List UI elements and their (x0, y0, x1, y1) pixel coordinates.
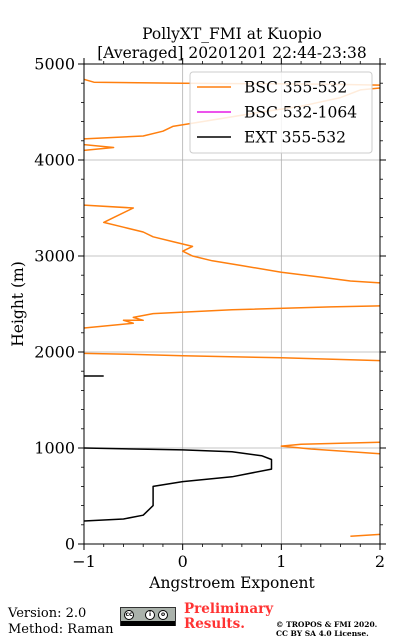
preliminary-line2: Results. (184, 616, 245, 632)
y-tick-label: 4000 (34, 151, 75, 170)
legend-label-2: BSC 532-1064 (244, 104, 357, 122)
y-tick-label: 1000 (34, 439, 75, 458)
x-tick-label: 1 (276, 552, 286, 571)
legend: BSC 355-532 BSC 532-1064 EXT 355-532 (189, 71, 373, 154)
version-text: Version: 2.0 (8, 606, 87, 621)
copyright-line1: © TROPOS & FMI 2020. (276, 620, 378, 629)
chart-title-line1: PollyXT_FMI at Kuopio (142, 25, 322, 43)
sa-icon: o (158, 610, 168, 620)
legend-label-1: BSC 355-532 (244, 79, 347, 97)
legend-box (189, 71, 373, 154)
cc-label-strip (121, 621, 175, 626)
preliminary-notice: Preliminary Results. (184, 602, 273, 632)
y-tick-label: 5000 (34, 55, 75, 74)
series-line-1 (84, 352, 380, 362)
series-line-3 (84, 447, 273, 522)
plot-frame (83, 63, 381, 545)
x-tick-label: 0 (178, 552, 188, 571)
y-axis-label: Height (m) (9, 261, 27, 347)
y-tick-label: 3000 (34, 247, 75, 266)
preliminary-line1: Preliminary (184, 601, 274, 617)
series-line-1 (84, 204, 380, 284)
x-axis-label: Angstroem Exponent (148, 574, 315, 592)
series-3 (84, 375, 273, 522)
copyright-line2: CC BY SA 4.0 License. (276, 629, 369, 638)
series-line-1 (280, 441, 380, 455)
x-tick-label: 2 (375, 552, 385, 571)
legend-label-3: EXT 355-532 (244, 129, 346, 147)
chart-title-line2: [Averaged] 20201201 22:44-23:38 (97, 44, 367, 62)
y-tick-label: 0 (65, 535, 75, 554)
series-line-1 (84, 305, 380, 329)
method-text: Method: Raman (8, 622, 114, 637)
series-line-1 (84, 143, 115, 152)
series-line-1 (350, 533, 380, 538)
cc-license-logo: cc i o (120, 607, 176, 626)
cc-icon: cc (124, 610, 134, 620)
by-icon: i (145, 610, 155, 620)
x-tick-label: −1 (72, 552, 96, 571)
y-tick-label: 2000 (34, 343, 75, 362)
copyright-notice: © TROPOS & FMI 2020. CC BY SA 4.0 Licens… (276, 620, 377, 638)
